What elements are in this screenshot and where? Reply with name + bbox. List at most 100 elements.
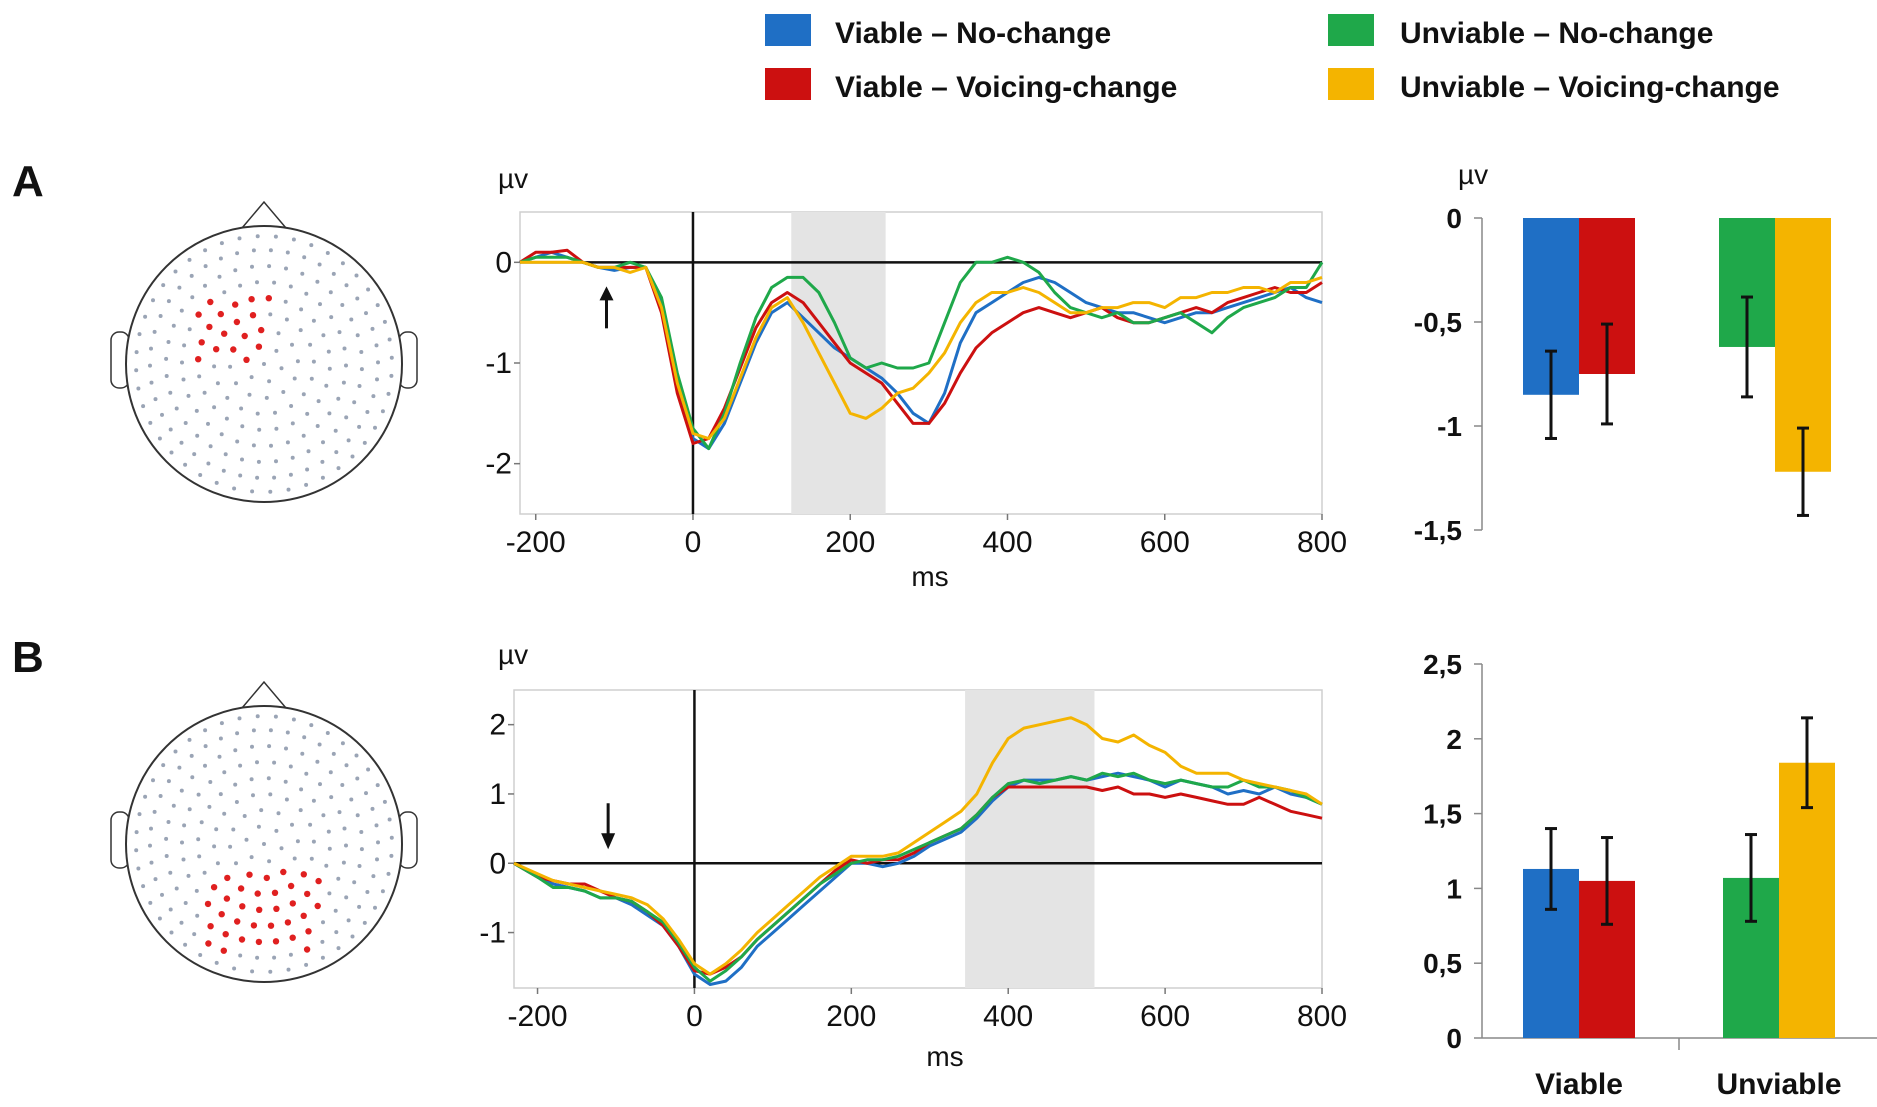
electrode-dot [206,421,210,426]
electrode-dot [331,751,336,756]
electrode-dot [233,268,238,273]
electrode-dot [173,269,178,274]
electrode-dot [327,366,332,371]
electrode-dot [309,243,314,248]
electrode-dot [375,857,379,862]
a-waveform-series-viable-no-change [519,250,1323,451]
electrode-dot [389,373,394,378]
electrode-dot [179,308,184,313]
legend: Viable – No-change Viable – Voicing-chan… [765,14,1780,104]
electrode-dot [255,760,259,765]
electrode-dot [237,885,245,892]
electrode-dot [233,318,241,326]
electrode-dot [161,763,166,768]
electrode-dot [305,467,310,472]
electrode-dot [195,433,200,438]
electrode-dot [180,840,184,845]
electrode-dot [357,904,362,909]
electrode-dot [352,880,357,885]
electrode-dot [304,771,309,776]
electrode-dot [366,287,371,292]
electrode-dot [273,905,280,912]
electrode-dot [333,428,338,433]
electrode-dot [266,776,271,781]
electrode-dot [321,333,326,338]
electrode-dot [359,830,364,834]
electrode-dot [285,730,290,735]
electrode-dot [305,411,310,416]
electrode-dot [355,296,360,301]
electrode-dot [318,782,322,787]
a-waveform-xtick-label: 800 [1297,526,1347,559]
electrode-dot [249,855,254,860]
panel-letter-a: A [12,157,44,206]
legend-swatch-viable-voicing-change [765,68,811,100]
electrode-dot [382,799,387,804]
electrode-dot [292,376,297,381]
electrode-dot [295,359,300,364]
a-bars-ytick-label: -1 [1437,411,1462,442]
electrode-dot [220,947,227,954]
electrode-dot [355,776,360,781]
electrode-dot [328,290,333,295]
electrode-dot [290,822,294,827]
electrode-dot [215,861,220,866]
electrode-dot [267,859,272,864]
electrode-dot [320,459,325,464]
electrode-dot [285,250,290,255]
electrode-dot [235,251,240,256]
electrode-dot [180,360,184,365]
electrode-dot [329,315,334,320]
electrode-dot [255,938,263,946]
electrode-dot [257,427,262,432]
scalp-map-a [110,200,418,503]
electrode-dot [190,775,195,780]
electrode-dot [206,461,211,466]
electrode-dot [221,330,228,337]
electrode-dot [321,920,325,925]
electrode-dot [365,890,370,894]
electrode-dot [374,343,379,348]
electrode-dot [203,728,208,733]
electrode-dot [237,236,242,241]
electrode-dot [329,795,334,800]
electrode-dot [318,302,322,307]
electrode-dot [357,864,362,868]
electrode-dot [207,923,214,930]
electrode-dot [194,408,199,413]
electrode-dot [217,310,224,318]
electrode-dot [288,284,293,289]
legend-label-unviable-no-change: Unviable – No-change [1400,17,1713,50]
electrode-dot [250,969,255,974]
electrode-dot [340,261,345,266]
electrode-dot [241,332,248,340]
electrode-dot [344,843,348,848]
electrode-dot [326,829,331,834]
electrode-dot [214,827,219,832]
electrode-dot [283,299,288,304]
electrode-dot [336,466,341,471]
bar-b-plot: 2,5 2 1,5 1 0,5 0 Viable Unviable [1423,649,1877,1101]
electrode-dot [152,329,157,334]
electrode-dot [248,296,255,303]
b-waveform-ytick-label: 2 [489,709,506,742]
electrode-dot [238,936,246,943]
electrode-dot [276,331,281,336]
electrode-dot [340,741,345,746]
electrode-dot [299,787,304,792]
a-waveform-xtick-label: 200 [825,526,875,559]
electrode-dot [230,346,237,353]
electrode-dot [187,327,192,332]
electrode-dot [325,731,330,735]
electrode-dot [268,728,273,733]
electrode-dot [284,266,288,271]
electrode-dot [218,911,225,918]
electrode-dot [362,920,367,925]
electrode-dot [302,255,307,260]
electrode-dot [341,860,346,865]
electrode-dot [349,317,354,322]
electrode-dot [164,854,169,858]
electrode-dot [223,895,231,902]
electrode-dot [249,777,254,782]
electrode-dot [317,262,322,267]
